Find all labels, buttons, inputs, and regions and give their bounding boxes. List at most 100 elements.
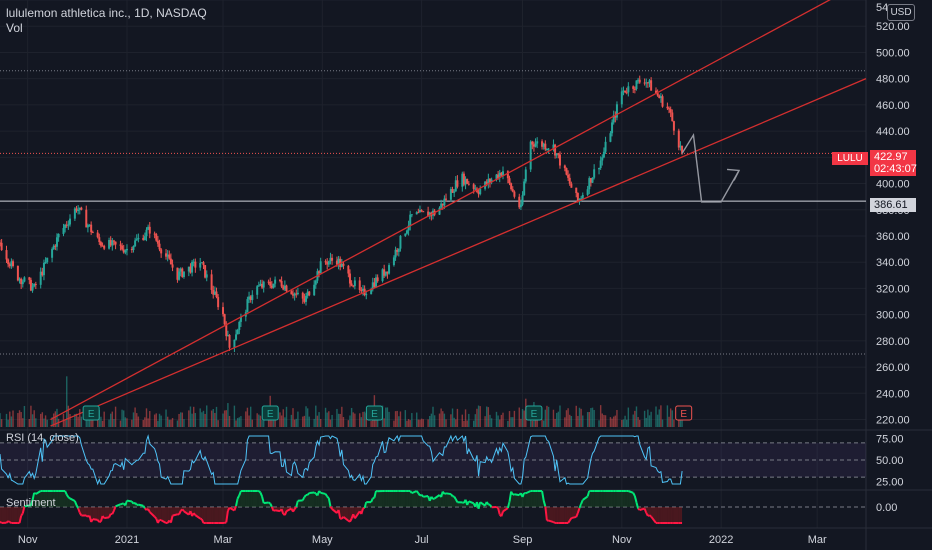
sentiment-fill xyxy=(385,491,388,507)
currency-button[interactable]: USD xyxy=(887,4,915,21)
sentiment-fill xyxy=(546,507,549,521)
sentiment-fill xyxy=(602,491,604,507)
candle-body xyxy=(405,230,408,234)
volume-bar xyxy=(225,410,227,427)
sentiment-fill xyxy=(559,507,565,523)
candle-body xyxy=(529,141,532,170)
volume-bar xyxy=(328,411,330,427)
earnings-badge xyxy=(675,405,693,421)
volume-bar xyxy=(422,419,424,427)
sentiment-line xyxy=(144,507,148,511)
candle-body xyxy=(397,248,400,252)
sentiment-fill xyxy=(553,507,556,523)
candle-body xyxy=(296,292,299,295)
candle-body xyxy=(223,314,226,325)
candle-body xyxy=(239,316,242,322)
volume-bar xyxy=(671,410,673,427)
candle-body xyxy=(624,90,627,93)
sentiment-line xyxy=(485,501,490,506)
candle-body xyxy=(21,281,24,285)
volume-bar xyxy=(215,406,218,427)
volume-bar xyxy=(145,408,148,427)
sentiment-line xyxy=(178,510,182,515)
volume-bar xyxy=(648,415,651,427)
candle-body xyxy=(5,250,8,260)
volume-bar xyxy=(669,408,672,427)
sentiment-line xyxy=(360,508,364,515)
volume-bar xyxy=(347,420,350,427)
sentiment-fill xyxy=(216,507,219,523)
volume-bar xyxy=(137,416,140,427)
sentiment-line xyxy=(575,512,579,518)
sentiment-fill xyxy=(651,507,657,523)
candle-body xyxy=(85,209,88,228)
sentiment-fill xyxy=(201,507,204,523)
candle-body xyxy=(645,82,648,84)
sentiment-fill xyxy=(348,507,350,522)
sentiment-fill xyxy=(252,491,258,507)
volume-bar xyxy=(450,414,452,427)
sentiment-fill xyxy=(605,491,611,507)
candle-body xyxy=(65,224,68,226)
volume-label: Vol xyxy=(6,21,23,35)
sentiment-line xyxy=(67,496,71,500)
candle-body xyxy=(212,289,215,295)
volume-bar xyxy=(404,410,407,427)
candle-body xyxy=(111,240,114,246)
sentiment-line xyxy=(568,517,573,522)
sentiment-line xyxy=(354,510,361,519)
candle-body xyxy=(488,178,491,183)
sentiment-fill xyxy=(669,507,671,523)
volume-bar xyxy=(531,420,533,427)
volume-bar xyxy=(214,412,216,427)
candle-body xyxy=(0,242,3,251)
earnings-label: E xyxy=(267,409,274,420)
sentiment-fill xyxy=(110,507,113,515)
sentiment-fill xyxy=(662,507,668,523)
candle-body xyxy=(589,178,592,183)
candle-body xyxy=(373,282,376,287)
sentiment-line xyxy=(142,505,146,509)
time-axis-label: Nov xyxy=(612,534,632,546)
rsi-axis-label: 25.00 xyxy=(876,476,904,488)
sentiment-fill xyxy=(564,507,567,523)
sentiment-fill xyxy=(372,497,375,507)
volume-bar xyxy=(396,410,398,427)
candle-body xyxy=(347,265,350,274)
candle-body xyxy=(108,240,111,249)
candle-body xyxy=(650,80,653,91)
volume-bar xyxy=(611,418,613,427)
sentiment-fill xyxy=(514,494,520,507)
candle-body xyxy=(552,144,555,149)
candle-body xyxy=(54,245,57,247)
volume-bar xyxy=(305,406,307,427)
volume-bar xyxy=(302,416,304,427)
sentiment-fill xyxy=(167,507,170,523)
candle-body xyxy=(609,133,612,142)
sentiment-fill xyxy=(680,507,683,523)
volume-bar xyxy=(12,410,14,427)
projection-path xyxy=(681,132,740,203)
candle-body xyxy=(91,232,94,234)
sentiment-fill xyxy=(8,507,10,523)
candle-body xyxy=(327,261,330,265)
volume-bar xyxy=(113,418,115,427)
candle-body xyxy=(274,279,277,284)
sentiment-fill xyxy=(66,494,69,507)
rsi-line xyxy=(0,434,683,486)
sentiment-line xyxy=(372,496,375,500)
volume-bar xyxy=(456,408,459,427)
volume-bar xyxy=(67,405,70,427)
candle-body xyxy=(386,271,389,274)
sentiment-fill xyxy=(558,507,560,523)
sentiment-line xyxy=(259,492,264,497)
volume-bar xyxy=(248,415,250,427)
price-axis-label: 400.00 xyxy=(876,179,910,191)
volume-bar xyxy=(407,419,410,427)
volume-bar xyxy=(331,414,333,427)
sentiment-line xyxy=(514,493,520,497)
candle-body xyxy=(246,299,249,313)
sentiment-line xyxy=(301,496,306,501)
sentiment-fill xyxy=(205,507,207,523)
